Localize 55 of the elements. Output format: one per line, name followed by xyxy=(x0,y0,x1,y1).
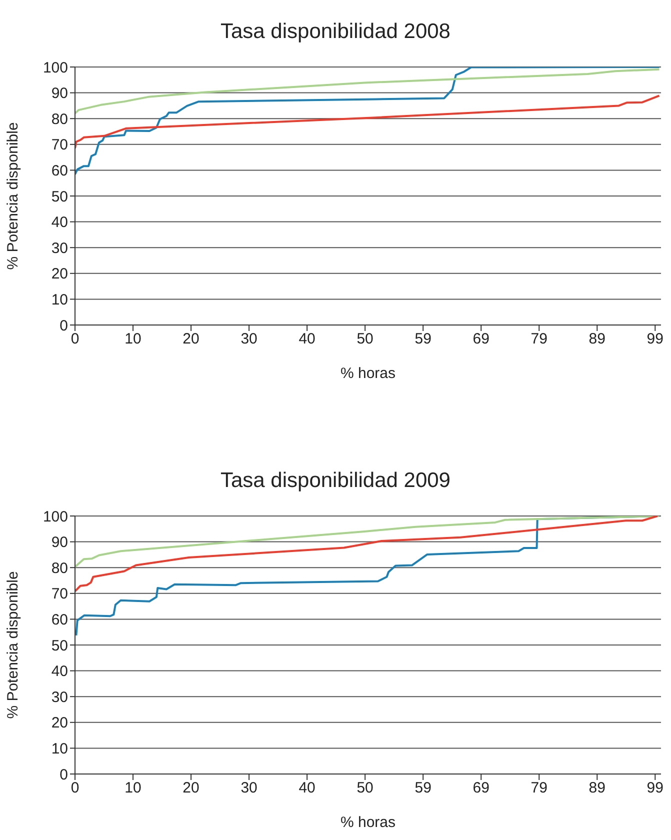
y-axis-title: % Potencia disponible xyxy=(4,571,22,719)
x-tick-label: 20 xyxy=(182,780,200,797)
x-tick-label: 50 xyxy=(356,780,374,797)
y-tick-label: 70 xyxy=(51,586,68,603)
y-tick-label: 80 xyxy=(51,110,68,128)
x-axis-title: % horas xyxy=(340,814,396,831)
x-tick-label: 59 xyxy=(414,330,432,348)
y-tick-label: 40 xyxy=(51,663,68,680)
y-tick-label: 60 xyxy=(51,612,68,629)
y-tick-label: 10 xyxy=(51,740,68,758)
x-tick-label: 10 xyxy=(124,330,142,348)
y-tick-label: 30 xyxy=(51,688,68,706)
y-tick-label: 80 xyxy=(51,560,68,577)
y-tick-label: 90 xyxy=(51,534,68,552)
line-series xyxy=(75,516,660,568)
line-series xyxy=(75,94,660,150)
x-tick-label: 0 xyxy=(70,330,80,348)
x-tick-label: 59 xyxy=(414,780,432,797)
y-tick-label: 20 xyxy=(51,714,68,732)
y-tick-label: 40 xyxy=(51,214,68,232)
y-tick-label: 10 xyxy=(51,292,68,309)
x-tick-label: 40 xyxy=(298,330,316,348)
x-tick-label: 79 xyxy=(530,330,548,348)
y-tick-label: 50 xyxy=(51,188,68,206)
x-tick-label: 30 xyxy=(240,780,258,797)
y-tick-label: 30 xyxy=(51,240,68,257)
y-tick-label: 0 xyxy=(60,317,68,334)
chart-title: Tasa disponibilidad 2008 xyxy=(220,20,450,44)
line-series xyxy=(75,67,660,176)
y-tick-label: 70 xyxy=(51,136,68,154)
line-series xyxy=(75,68,660,114)
y-tick-label: 60 xyxy=(51,162,68,180)
y-tick-label: 100 xyxy=(42,508,68,526)
x-tick-label: 99 xyxy=(646,330,664,348)
x-tick-label: 30 xyxy=(240,330,258,348)
x-tick-label: 10 xyxy=(124,780,142,797)
y-tick-label: 90 xyxy=(51,85,68,102)
y-axis-title: % Potencia disponible xyxy=(4,122,22,270)
y-tick-label: 0 xyxy=(60,766,68,784)
x-tick-label: 79 xyxy=(530,780,548,797)
line-series xyxy=(75,516,658,592)
y-tick-label: 100 xyxy=(42,59,68,76)
x-tick-label: 50 xyxy=(356,330,374,348)
x-tick-label: 20 xyxy=(182,330,200,348)
y-tick-label: 50 xyxy=(51,637,68,654)
x-tick-label: 89 xyxy=(588,330,606,348)
x-axis-title: % horas xyxy=(340,365,396,382)
x-tick-label: 69 xyxy=(472,330,490,348)
x-tick-label: 69 xyxy=(472,780,490,797)
x-tick-label: 99 xyxy=(646,780,664,797)
y-tick-label: 20 xyxy=(51,266,68,283)
x-tick-label: 89 xyxy=(588,780,606,797)
x-tick-label: 0 xyxy=(70,780,80,797)
x-tick-label: 40 xyxy=(298,780,316,797)
chart-title: Tasa disponibilidad 2009 xyxy=(220,468,450,492)
